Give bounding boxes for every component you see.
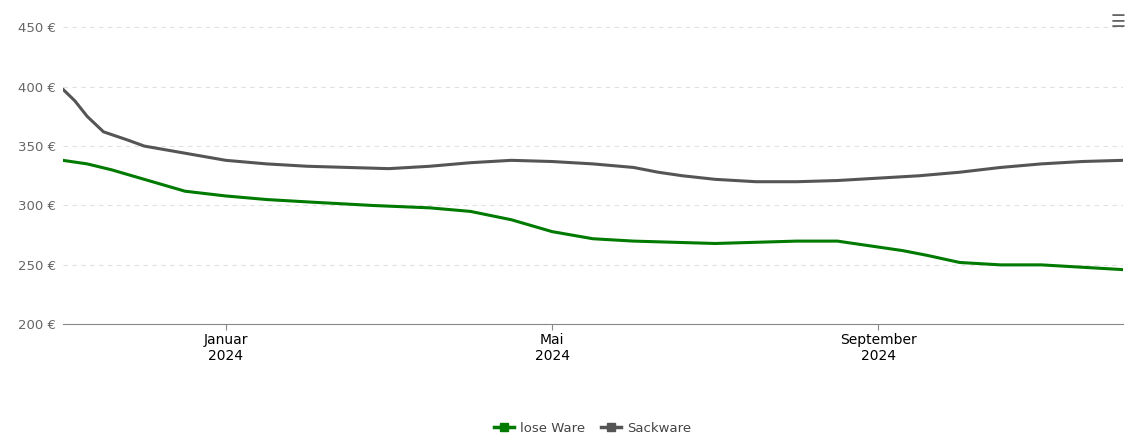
lose Ware	[586, 236, 600, 241]
lose Ware	[464, 209, 478, 214]
lose Ware	[178, 189, 192, 194]
Sackware	[953, 170, 967, 175]
lose Ware	[1034, 262, 1048, 267]
Line: Sackware: Sackware	[63, 89, 1123, 182]
Sackware	[1116, 158, 1130, 163]
Sackware	[464, 160, 478, 165]
Sackware	[1034, 161, 1048, 167]
Sackware	[80, 114, 93, 119]
lose Ware	[896, 248, 910, 253]
lose Ware	[749, 240, 763, 245]
Sackware	[586, 161, 600, 167]
Sackware	[341, 165, 355, 170]
Sackware	[121, 138, 135, 143]
Legend: lose Ware, Sackware: lose Ware, Sackware	[489, 417, 697, 434]
Sackware	[912, 173, 926, 178]
Sackware	[97, 129, 111, 135]
lose Ware	[994, 262, 1008, 267]
lose Ware	[366, 203, 380, 208]
lose Ware	[260, 197, 274, 202]
lose Ware	[1116, 267, 1130, 272]
Sackware	[627, 165, 641, 170]
Sackware	[382, 166, 396, 171]
lose Ware	[708, 241, 722, 246]
Sackware	[138, 144, 152, 149]
Sackware	[301, 164, 315, 169]
Sackware	[260, 161, 274, 167]
lose Ware	[219, 194, 233, 199]
lose Ware	[1075, 265, 1089, 270]
lose Ware	[790, 239, 804, 244]
Sackware	[178, 151, 192, 156]
Sackware	[56, 86, 70, 92]
Sackware	[504, 158, 518, 163]
lose Ware	[831, 239, 845, 244]
Sackware	[708, 177, 722, 182]
lose Ware	[504, 217, 518, 222]
Sackware	[219, 158, 233, 163]
lose Ware	[545, 229, 559, 234]
Line: lose Ware: lose Ware	[63, 160, 1123, 270]
lose Ware	[105, 167, 119, 172]
lose Ware	[627, 239, 641, 244]
lose Ware	[423, 205, 437, 210]
lose Ware	[953, 260, 967, 265]
lose Ware	[871, 244, 885, 250]
lose Ware	[80, 161, 93, 167]
Sackware	[68, 99, 82, 104]
Sackware	[676, 173, 690, 178]
lose Ware	[301, 199, 315, 204]
Sackware	[790, 179, 804, 184]
lose Ware	[668, 240, 682, 245]
Sackware	[749, 179, 763, 184]
Sackware	[831, 178, 845, 183]
Sackware	[545, 159, 559, 164]
Sackware	[423, 164, 437, 169]
Sackware	[994, 165, 1008, 170]
Sackware	[871, 175, 885, 181]
lose Ware	[56, 158, 70, 163]
lose Ware	[920, 253, 934, 258]
Sackware	[1075, 159, 1089, 164]
lose Ware	[138, 177, 152, 182]
Sackware	[651, 170, 665, 175]
Text: ☰: ☰	[1110, 13, 1125, 31]
